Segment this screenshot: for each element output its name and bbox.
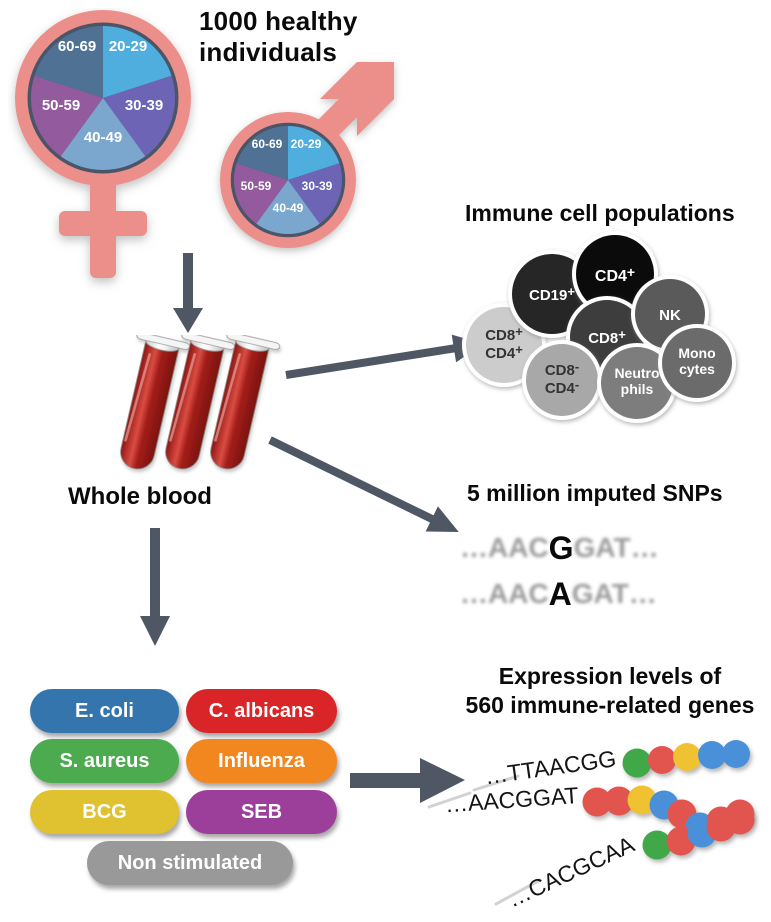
svg-text:…TTAACGG: …TTAACGG [483,745,618,789]
svg-text:…CACGCAA: …CACGCAA [503,831,639,913]
